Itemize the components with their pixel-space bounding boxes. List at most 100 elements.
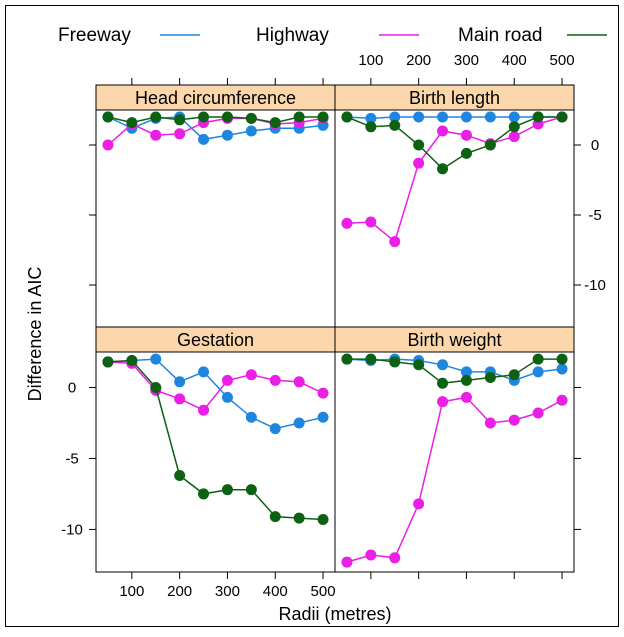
point-highway-gestation [245, 369, 257, 381]
point-highway-gestation [269, 374, 281, 386]
point-highway-gestation [198, 404, 210, 416]
point-freeway-birth-weight [460, 366, 472, 378]
point-highway-birth-length [437, 125, 449, 137]
point-main-road-gestation [317, 513, 329, 525]
line-highway-birth-weight [346, 396, 563, 563]
bottom-x-tick-label: 400 [263, 583, 288, 600]
left-y-tick-label: 0 [68, 379, 76, 396]
point-main-road-birth-length [484, 139, 496, 151]
point-freeway-gestation [245, 411, 257, 423]
point-main-road-gestation [245, 484, 257, 496]
bottom-x-tick-label: 300 [215, 583, 240, 600]
point-main-road-birth-weight [460, 374, 472, 386]
point-main-road-birth-weight [341, 353, 353, 365]
point-main-road-head-circumference [245, 112, 257, 124]
point-main-road-birth-length [437, 163, 449, 175]
line-freeway-gestation [107, 358, 324, 430]
point-highway-birth-weight [341, 556, 353, 568]
point-main-road-birth-weight [413, 359, 425, 371]
line-freeway-head-circumference [107, 116, 324, 141]
point-main-road-birth-length [389, 119, 401, 131]
point-main-road-birth-weight [508, 369, 520, 381]
point-freeway-gestation [293, 417, 305, 429]
point-highway-birth-weight [365, 549, 377, 561]
panel-title-birth-length: Birth length [409, 88, 500, 108]
point-main-road-birth-length [413, 139, 425, 151]
point-main-road-birth-length [341, 111, 353, 123]
point-highway-gestation [221, 374, 233, 386]
point-freeway-gestation [221, 391, 233, 403]
point-freeway-birth-length [508, 111, 520, 123]
ticks-layer: 100 200 300 400 500 100 200 300 400 500 0 -5 -10 0 -5 -… [61, 52, 606, 600]
point-main-road-head-circumference [102, 111, 114, 123]
panel-head-circumference: Head circumference [95, 84, 336, 328]
point-freeway-gestation [269, 423, 281, 435]
point-highway-birth-weight [437, 396, 449, 408]
point-highway-birth-weight [532, 407, 544, 419]
panel-title-head-circumference: Head circumference [135, 88, 296, 108]
point-main-road-gestation [269, 511, 281, 523]
point-highway-gestation [317, 387, 329, 399]
point-main-road-gestation [174, 469, 186, 481]
line-highway-gestation [107, 361, 324, 412]
point-highway-head-circumference [150, 129, 162, 141]
left-y-tick-label: -10 [61, 521, 83, 538]
point-freeway-head-circumference [198, 133, 210, 145]
point-freeway-birth-length [437, 111, 449, 123]
point-freeway-gestation [198, 366, 210, 378]
point-freeway-birth-length [389, 111, 401, 123]
panel-birth-weight: Birth weight [334, 326, 575, 573]
line-main-road-birth-weight [346, 358, 562, 384]
point-highway-birth-weight [413, 498, 425, 510]
legend-label-highway: Highway [256, 25, 329, 46]
point-highway-birth-length [460, 129, 472, 141]
line-freeway-birth-length [346, 116, 562, 120]
point-freeway-birth-length [365, 112, 377, 124]
point-main-road-birth-weight [437, 377, 449, 389]
point-main-road-gestation [293, 512, 305, 524]
panels-layer: Head circumference Birth length Gestation B… [95, 84, 575, 573]
panel-title-gestation: Gestation [177, 330, 254, 350]
point-highway-head-circumference [102, 139, 114, 151]
panel-title-birth-weight: Birth weight [407, 330, 501, 350]
legend-label-freeway: Freeway [58, 25, 131, 46]
point-freeway-birth-weight [556, 363, 568, 375]
point-freeway-birth-weight [532, 366, 544, 378]
point-main-road-birth-weight [556, 353, 568, 365]
y-axis-label: Difference in AIC [25, 267, 45, 402]
point-main-road-head-circumference [198, 111, 210, 123]
point-main-road-birth-length [556, 111, 568, 123]
point-freeway-head-circumference [245, 125, 257, 137]
bottom-x-tick-label: 500 [311, 583, 336, 600]
left-y-tick-label: -5 [65, 450, 78, 467]
right-y-tick-label: -10 [584, 277, 606, 294]
point-highway-birth-weight [460, 391, 472, 403]
point-main-road-head-circumference [174, 114, 186, 126]
panel-gestation: Gestation [95, 326, 336, 573]
top-x-tick-label: 500 [550, 52, 575, 69]
point-main-road-head-circumference [269, 117, 281, 129]
line-highway-birth-length [346, 116, 563, 243]
point-freeway-birth-length [413, 111, 425, 123]
point-main-road-gestation [102, 356, 114, 368]
point-freeway-gestation [150, 353, 162, 365]
point-main-road-birth-weight [365, 353, 377, 365]
point-highway-birth-weight [484, 417, 496, 429]
point-highway-birth-length [508, 131, 520, 143]
point-highway-birth-length [341, 217, 353, 229]
point-highway-gestation [293, 376, 305, 388]
point-main-road-birth-length [532, 111, 544, 123]
x-axis-label: Radii (metres) [278, 604, 391, 624]
point-main-road-head-circumference [221, 111, 233, 123]
point-highway-birth-weight [556, 394, 568, 406]
point-main-road-birth-length [365, 121, 377, 133]
strip-gestation [95, 326, 336, 353]
point-main-road-gestation [221, 484, 233, 496]
panel-birth-length: Birth length [334, 84, 575, 328]
line-main-road-head-circumference [107, 116, 323, 124]
point-freeway-birth-weight [437, 359, 449, 371]
legend: Freeway Highway Main road [58, 25, 607, 46]
point-freeway-birth-length [484, 111, 496, 123]
